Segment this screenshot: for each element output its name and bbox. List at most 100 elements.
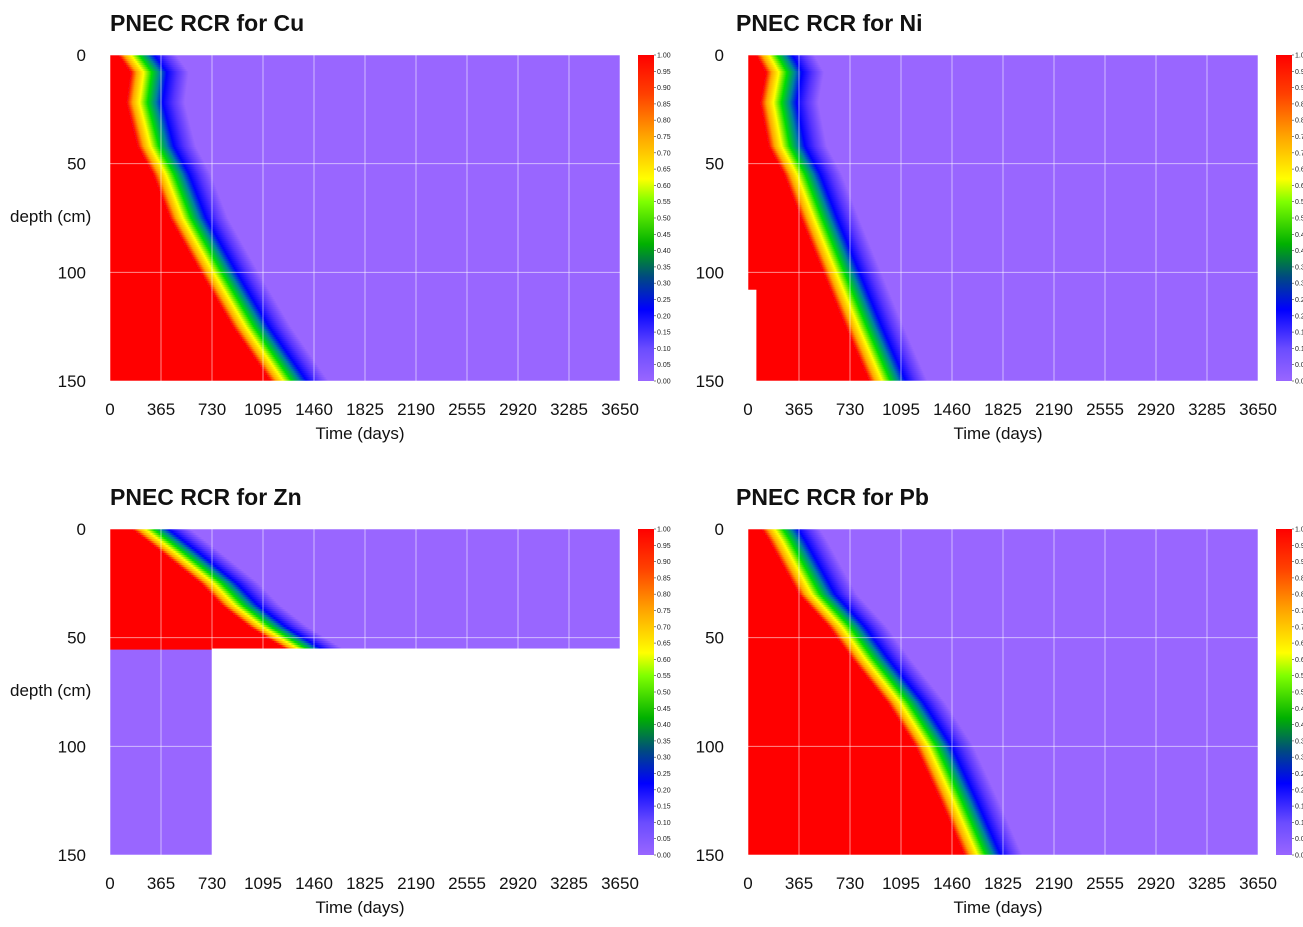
rcr-transition-band [810,241,869,244]
rcr-transition-band [834,297,893,300]
rcr-transition-band [896,715,955,718]
rcr-transition-band [277,643,336,646]
rcr-transition-band [763,117,822,120]
rcr-transition-band [888,703,947,706]
x-tick-label: 1095 [244,874,282,893]
rcr-transition-band [228,609,287,612]
rcr-high-band [748,755,921,758]
rcr-high-band [748,741,913,744]
colorbar-tick-label: 0.85 [657,575,671,582]
rcr-transition-band [798,209,857,212]
rcr-high-band [110,91,129,94]
rcr-transition-band [944,807,1003,810]
rcr-high-band [110,319,230,322]
rcr-high-band [748,197,794,200]
rcr-transition-band [236,331,295,334]
x-tick-label: 730 [836,400,864,419]
rcr-high-band [110,603,221,606]
rcr-transition-band [134,133,193,136]
rcr-high-band [748,553,777,556]
rcr-transition-band [821,267,880,270]
rcr-high-band [110,219,172,222]
rcr-high-band [110,253,191,256]
rcr-high-band [748,131,767,134]
x-axis-label: Time (days) [315,898,404,917]
rcr-high-band [748,365,864,368]
rcr-transition-band [146,161,205,164]
rcr-high-band [110,293,214,296]
rcr-high-band [748,173,785,176]
x-tick-label: 2190 [397,874,435,893]
rcr-high-band [110,285,209,288]
rcr-transition-band [764,81,823,84]
rcr-high-band [110,613,234,616]
rcr-high-band [748,769,927,772]
rcr-transition-band [123,61,182,64]
colorbar-tick-label: 0.85 [1295,101,1303,108]
rcr-transition-band [760,61,819,64]
rcr-high-band [748,537,768,540]
rcr-high-band [748,175,785,178]
rcr-high-band [110,277,205,280]
rcr-high-band [748,253,816,256]
rcr-transition-band [839,311,898,314]
rcr-transition-band [128,109,187,112]
rcr-high-band [110,63,125,66]
rcr-transition-band [227,317,286,320]
rcr-high-band [110,283,208,286]
rcr-transition-band [929,775,988,778]
colorbar-tick-label: 0.95 [1295,543,1303,550]
rcr-high-band [748,65,763,68]
rcr-high-band [748,585,795,588]
rcr-transition-band [951,823,1010,826]
rcr-high-band [748,533,766,536]
rcr-high-band [110,301,219,304]
rcr-transition-band [806,601,865,604]
rcr-high-band [110,337,241,340]
rcr-high-band [748,193,792,196]
rcr-high-band [110,221,173,224]
rcr-high-band [748,627,830,630]
colorbar-tick-label: 0.55 [1295,199,1303,206]
rcr-transition-band [809,605,868,608]
rcr-transition-band [816,255,875,258]
rcr-transition-band [897,717,956,720]
rcr-high-band [748,593,799,596]
rcr-high-band [748,771,928,774]
rcr-transition-band [786,571,845,574]
chart-title: PNEC RCR for Pb [736,484,929,510]
rcr-transition-band [914,743,973,746]
rcr-high-band [110,177,155,180]
rcr-transition-band [862,363,921,366]
colorbar-tick-label: 0.10 [657,820,671,827]
rcr-transition-band [763,87,822,90]
rcr-high-band [110,297,217,300]
rcr-transition-band [781,561,840,564]
rcr-high-band [748,345,855,348]
rcr-high-band [748,631,833,634]
colorbar-tick-label: 0.30 [1295,281,1303,288]
rcr-transition-band [874,685,933,688]
rcr-high-band [748,359,861,362]
rcr-high-band [748,691,879,694]
rcr-transition-band [196,263,255,266]
rcr-transition-band [212,291,271,294]
x-tick-label: 1095 [882,874,920,893]
rcr-transition-band [866,373,925,376]
y-tick-label: 100 [696,737,724,756]
rcr-transition-band [216,297,275,300]
rcr-high-band [110,71,131,74]
colorbar-tick-label: 0.50 [1295,690,1303,697]
rcr-transition-band [781,169,840,172]
rcr-high-band [748,583,794,586]
rcr-transition-band [135,135,194,138]
colorbar-tick-label: 0.60 [1295,183,1303,190]
rcr-high-band [748,109,762,112]
rcr-transition-band [796,589,855,592]
rcr-high-band [110,163,148,166]
colorbar-tick-label: 0.80 [1295,118,1303,125]
rcr-high-band [748,715,897,718]
rcr-transition-band [847,329,906,332]
rcr-transition-band [267,375,326,378]
rcr-high-band [748,83,765,86]
